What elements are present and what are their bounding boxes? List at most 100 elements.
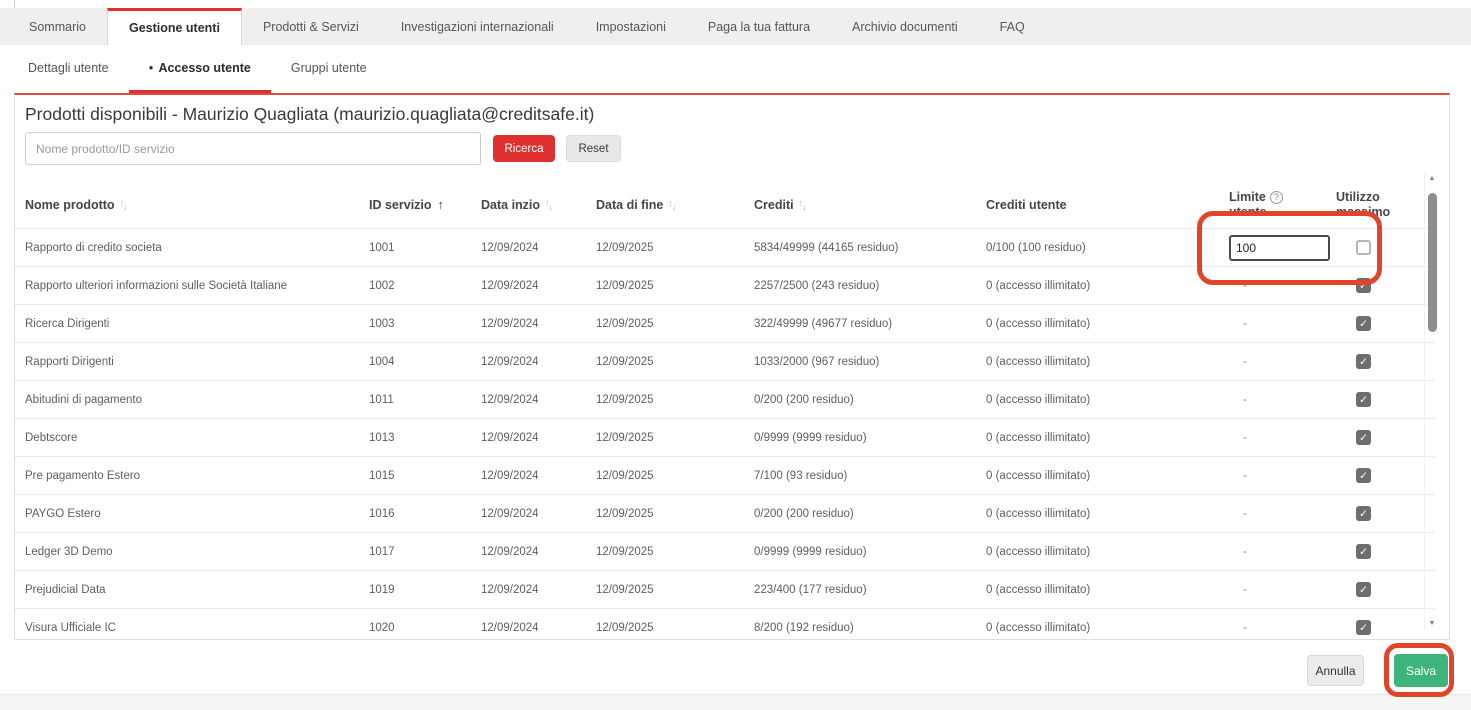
cell-product-name: Ricerca Dirigenti	[25, 317, 110, 330]
sort-asc-icon[interactable]: ↑	[437, 197, 445, 212]
cell-start-date: 12/09/2024	[481, 545, 539, 558]
footer-strip	[0, 694, 1471, 710]
table-row: Rapporti Dirigenti 1004 12/09/2024 12/09/20…	[15, 342, 1435, 380]
max-usage-checkbox[interactable]	[1356, 240, 1371, 255]
tab-archivio-documenti[interactable]: Archivio documenti	[852, 19, 958, 34]
cell-user-credits: 0 (accesso illimitato)	[986, 431, 1091, 444]
scroll-up-icon[interactable]: ▲	[1428, 175, 1436, 182]
cell-service-id: 1002	[369, 279, 395, 292]
cell-end-date: 12/09/2025	[596, 545, 654, 558]
max-usage-checkbox[interactable]: ✓	[1356, 544, 1371, 559]
limit-dash: -	[1243, 393, 1247, 406]
cell-max-usage	[1336, 240, 1421, 255]
cell-product-name: Ledger 3D Demo	[25, 545, 113, 558]
limit-dash: -	[1243, 621, 1247, 634]
max-usage-checkbox[interactable]: ✓	[1356, 354, 1371, 369]
cell-product-name: Rapporto di credito societa	[25, 241, 162, 254]
cell-product-name: Pre pagamento Estero	[25, 469, 141, 482]
subtab-dettagli-utente[interactable]: Dettagli utente	[8, 45, 129, 93]
max-usage-checkbox[interactable]: ✓	[1356, 620, 1371, 635]
column-header-credits[interactable]: Crediti ↑↓	[754, 196, 986, 215]
search-input[interactable]	[25, 132, 481, 165]
cell-service-id: 1011	[369, 393, 394, 406]
cell-max-usage: ✓	[1336, 354, 1421, 369]
sort-both-icon[interactable]: ↑↓	[668, 197, 676, 212]
max-usage-checkbox[interactable]: ✓	[1356, 582, 1371, 597]
tab-impostazioni[interactable]: Impostazioni	[595, 19, 666, 34]
table-body: Rapporto di credito societa 1001 12/09/202…	[15, 228, 1435, 639]
scrollbar-thumb[interactable]	[1428, 193, 1437, 332]
cell-service-id: 1019	[369, 583, 395, 596]
cell-credits: 322/49999 (49677 residuo)	[754, 317, 893, 330]
reset-button[interactable]: Reset	[566, 135, 621, 162]
page-title: Prodotti disponibili - Maurizio Quagliat…	[25, 104, 595, 124]
tab-paga-la-tua-fattura[interactable]: Paga la tua fattura	[707, 19, 811, 34]
max-usage-checkbox[interactable]: ✓	[1356, 392, 1371, 407]
cell-product-name: Rapporto ulteriori informazioni sulle So…	[25, 279, 288, 292]
window-edge-artifact	[14, 0, 15, 8]
cell-user-credits: 0 (accesso illimitato)	[986, 507, 1091, 520]
cell-user-limit	[1229, 234, 1336, 261]
max-usage-checkbox[interactable]: ✓	[1356, 316, 1371, 331]
column-header-start-date[interactable]: Data inzio ↑↓	[481, 196, 596, 215]
tab-investigazioni-internazionali[interactable]: Investigazioni internazionali	[400, 19, 554, 34]
cell-start-date: 12/09/2024	[481, 317, 539, 330]
sort-both-icon[interactable]: ↑↓	[798, 197, 807, 212]
cell-max-usage: ✓	[1336, 506, 1421, 521]
sort-both-icon[interactable]: ↑↓	[545, 197, 553, 212]
cell-service-id: 1004	[369, 355, 395, 368]
cell-end-date: 12/09/2025	[596, 355, 654, 368]
limit-dash: -	[1243, 317, 1247, 330]
max-usage-checkbox[interactable]: ✓	[1356, 506, 1371, 521]
tab-faq[interactable]: FAQ	[999, 19, 1025, 34]
sort-both-icon[interactable]: ↑↓	[119, 197, 128, 212]
cell-service-id: 1016	[369, 507, 395, 520]
cell-credits: 7/100 (93 residuo)	[754, 469, 848, 482]
table-row: Prejudicial Data 1019 12/09/2024 12/09/2025…	[15, 570, 1435, 608]
search-button[interactable]: Ricerca	[493, 135, 555, 162]
column-header-end-date[interactable]: Data di fine ↑↓	[596, 196, 754, 215]
limit-input[interactable]	[1229, 234, 1330, 261]
max-usage-checkbox[interactable]: ✓	[1356, 430, 1371, 445]
cell-user-limit: -	[1229, 432, 1336, 444]
column-header-service-id[interactable]: ID servizio ↑	[369, 197, 481, 213]
column-header-line: massimo	[1336, 205, 1391, 219]
column-header-name[interactable]: Nome prodotto ↑↓	[25, 196, 369, 215]
cell-service-id: 1020	[369, 621, 395, 634]
cell-max-usage: ✓	[1336, 620, 1421, 635]
cell-credits: 0/200 (200 residuo)	[754, 393, 854, 406]
tab-gestione-utenti[interactable]: Gestione utenti	[106, 8, 242, 45]
question-circle-icon[interactable]: ?	[1269, 191, 1283, 204]
column-header-line: Utilizzo	[1336, 190, 1380, 204]
table-row: Rapporto di credito societa 1001 12/09/202…	[15, 228, 1435, 266]
cell-start-date: 12/09/2024	[481, 241, 539, 254]
cell-start-date: 12/09/2024	[481, 355, 539, 368]
cell-max-usage: ✓	[1336, 392, 1421, 407]
max-usage-checkbox[interactable]: ✓	[1356, 468, 1371, 483]
scroll-down-icon[interactable]: ▼	[1428, 620, 1436, 627]
table-row: Rapporto ulteriori informazioni sulle So…	[15, 266, 1435, 304]
table-scrollbar[interactable]: ▲ ▼	[1424, 173, 1438, 630]
max-usage-checkbox[interactable]: ✓	[1356, 278, 1371, 293]
table-row: PAYGO Estero 1016 12/09/2024 12/09/2025 0/20…	[15, 494, 1435, 532]
cell-user-limit: -	[1229, 356, 1336, 368]
cell-start-date: 12/09/2024	[481, 507, 539, 520]
tab-prodotti-servizi[interactable]: Prodotti & Servizi	[262, 19, 359, 34]
subtab-accesso-utente[interactable]: ● Accesso utente	[128, 45, 271, 93]
column-header-label: Data inzio	[481, 197, 541, 212]
save-button[interactable]: Salva	[1394, 654, 1448, 687]
column-header-label: Nome prodotto	[25, 197, 115, 212]
cell-user-credits: 0/100 (100 residuo)	[986, 241, 1086, 254]
cancel-button[interactable]: Annulla	[1307, 655, 1364, 686]
column-header-label: ID servizio	[369, 198, 432, 212]
subtab-gruppi-utente[interactable]: Gruppi utente	[271, 45, 387, 93]
limit-dash: -	[1243, 279, 1247, 292]
cell-user-limit: -	[1229, 394, 1336, 406]
cell-service-id: 1003	[369, 317, 395, 330]
cell-credits: 8/200 (192 residuo)	[754, 621, 854, 634]
column-header-line: utente	[1229, 205, 1267, 219]
cell-user-credits: 0 (accesso illimitato)	[986, 393, 1091, 406]
tab-sommario[interactable]: Sommario	[29, 19, 86, 34]
limit-dash: -	[1243, 469, 1247, 482]
cell-user-credits: 0 (accesso illimitato)	[986, 621, 1091, 634]
